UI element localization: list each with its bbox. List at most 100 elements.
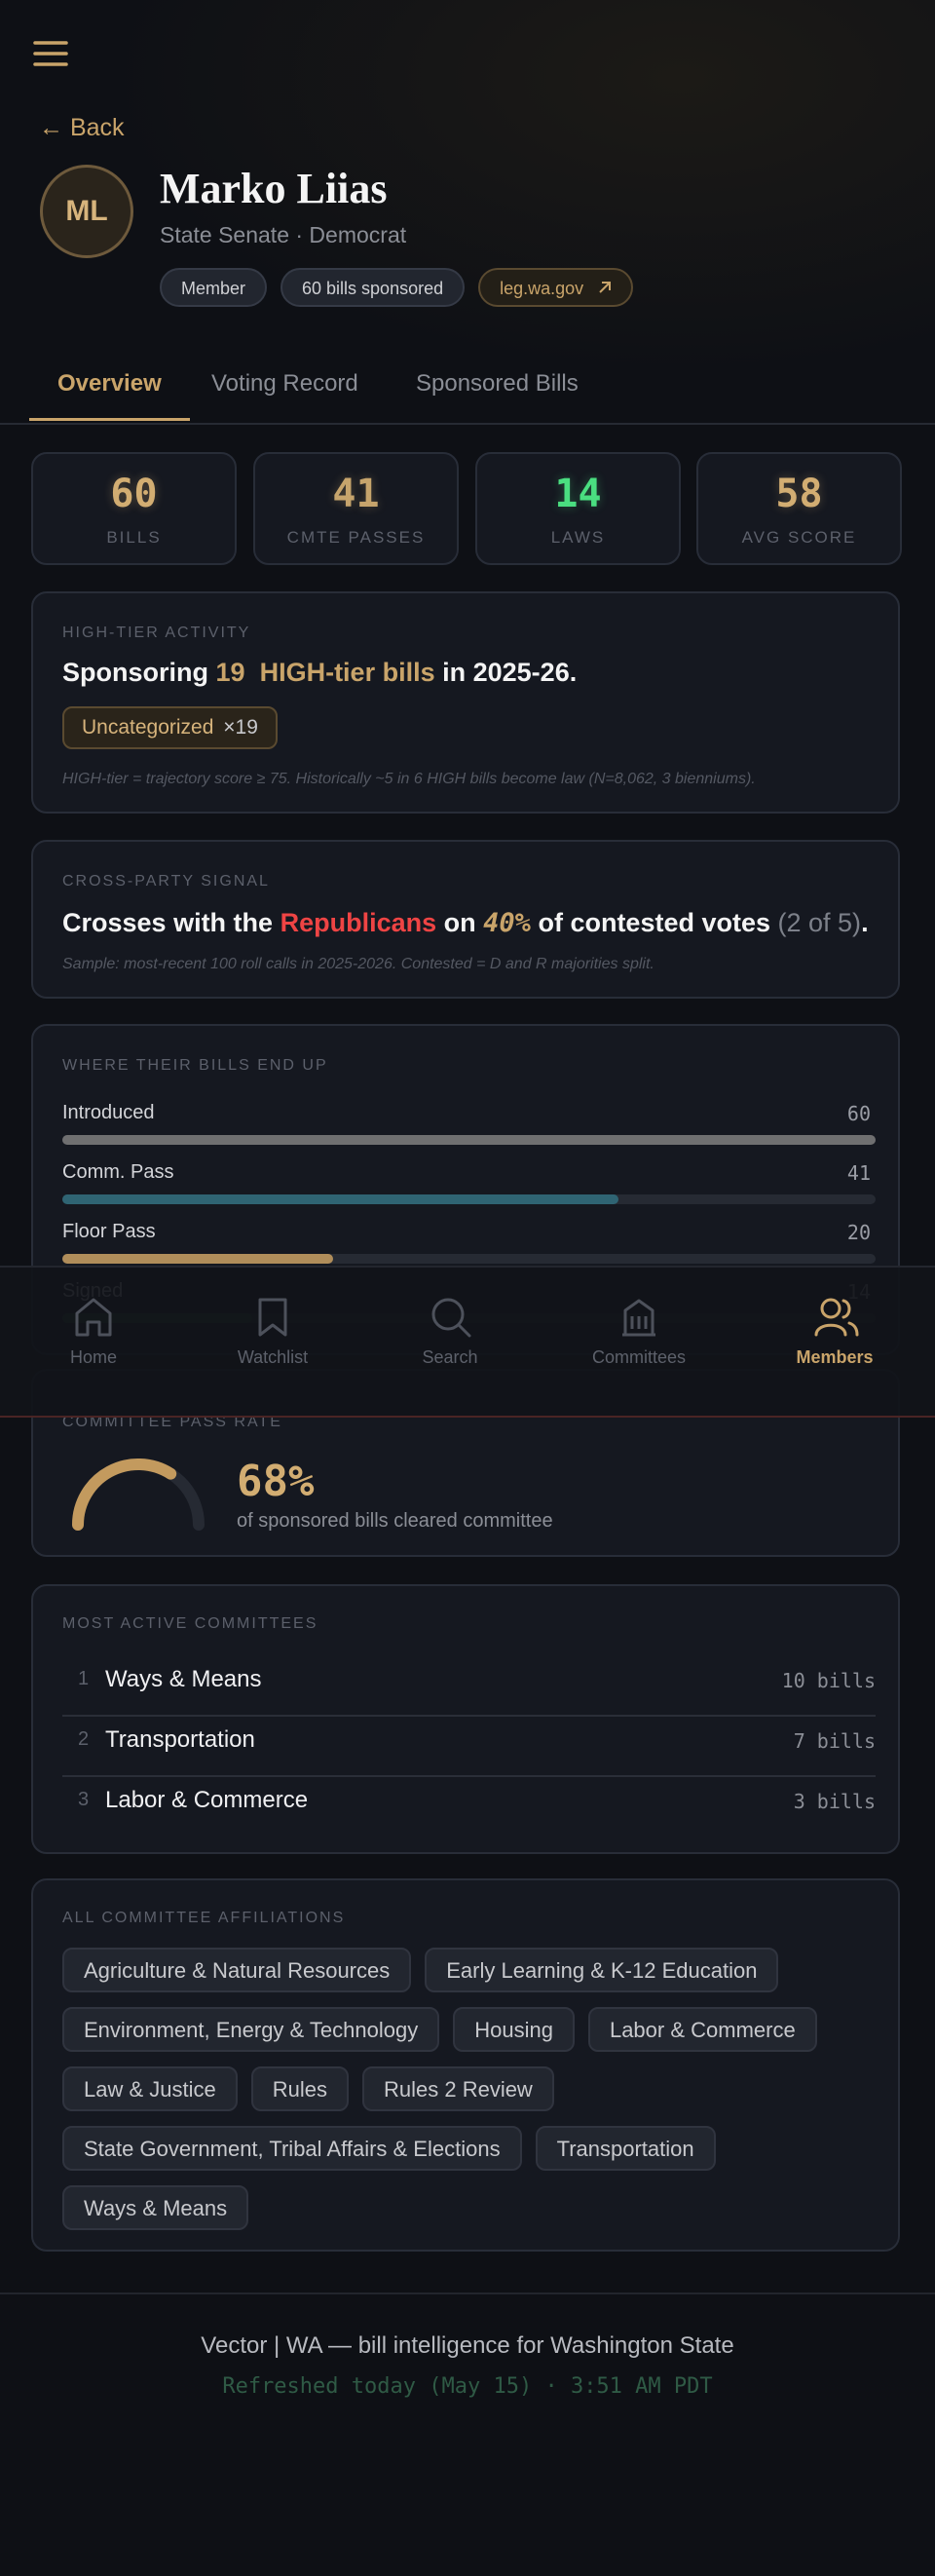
committee-row[interactable]: 2 Transportation 7 bills — [62, 1717, 876, 1777]
sample: (2 of 5) — [777, 908, 862, 937]
committee-chip[interactable]: Environment, Energy & Technology — [62, 2007, 440, 2052]
stage-value: 60 — [846, 1102, 871, 1125]
stage-label: Introduced — [62, 1102, 155, 1123]
card-label: CROSS-PARTY SIGNAL — [62, 873, 270, 890]
tab[interactable]: Overview — [29, 370, 190, 421]
chip-count: ×19 — [223, 716, 258, 739]
bill-count: 10 bills — [781, 1669, 876, 1692]
stage-bar — [62, 1135, 876, 1145]
member-subtitle: State Senate · Democrat — [160, 222, 407, 247]
watchlist-icon — [258, 1298, 287, 1337]
committee-chip[interactable]: Law & Justice — [62, 2066, 238, 2111]
text: of contested votes — [538, 908, 770, 937]
stage-value: 20 — [846, 1221, 871, 1244]
nav-label[interactable]: Search — [422, 1347, 478, 1367]
header-bg — [0, 0, 935, 429]
tab[interactable]: Voting Record — [211, 370, 358, 397]
stat-label: LAWS — [550, 528, 606, 547]
committee-chip[interactable]: Housing — [453, 2007, 575, 2052]
text: Crosses with the — [62, 908, 274, 937]
committee-chip[interactable]: Early Learning & K-12 Education — [425, 1948, 779, 1992]
chip-text: Uncategorized — [82, 716, 214, 739]
party: Republicans — [280, 908, 437, 937]
badges: Member 60 bills sponsored leg.wa.gov — [160, 268, 634, 307]
nav-label[interactable]: Members — [796, 1347, 874, 1367]
stat-card: 14 LAWS — [475, 452, 681, 565]
tab[interactable]: Sponsored Bills — [416, 370, 579, 397]
count: 19 — [215, 658, 245, 687]
menu-icon[interactable] — [33, 39, 68, 68]
avatar: ML — [40, 165, 133, 258]
tier: HIGH-tier bills — [259, 658, 435, 687]
pct: 40% — [483, 908, 531, 938]
nav-label[interactable]: Watchlist — [237, 1347, 309, 1367]
members-icon — [814, 1298, 859, 1337]
stage-track — [62, 1135, 876, 1145]
text: on — [443, 908, 476, 937]
committee-chip[interactable]: Rules 2 Review — [361, 2066, 554, 2111]
rank: 3 — [78, 1789, 90, 1810]
chip-list: Agriculture & Natural Resources Early Lea… — [62, 1948, 880, 2245]
gauge-track — [72, 1458, 205, 1531]
card-label: WHERE THEIR BILLS END UP — [62, 1057, 328, 1074]
member-name: Marko Liias — [160, 165, 388, 212]
stage-track — [62, 1194, 876, 1204]
back-link[interactable]: ← Back — [39, 114, 125, 141]
committee-name: Labor & Commerce — [105, 1787, 309, 1813]
committee-chip[interactable]: State Government, Tribal Affairs & Elect… — [62, 2126, 522, 2171]
stage-label: Floor Pass — [62, 1221, 156, 1242]
divider — [0, 2292, 935, 2294]
high-tier-sentence: Sponsoring 19 HIGH-tier bills in 2025-26… — [62, 658, 577, 688]
card-label: HIGH-TIER ACTIVITY — [62, 625, 251, 641]
committee-name: Ways & Means — [105, 1666, 262, 1692]
stat-card: 60 BILLS — [31, 452, 237, 565]
nav-label[interactable]: Committees — [591, 1347, 687, 1367]
pass-rate-value: 68% — [237, 1457, 315, 1506]
committee-chip[interactable]: Labor & Commerce — [587, 2007, 817, 2052]
bill-count: 7 bills — [793, 1729, 876, 1753]
text: in 2025-26. — [442, 658, 578, 687]
stat-value: 14 — [554, 472, 602, 516]
link-icon — [599, 282, 612, 293]
rank: 1 — [78, 1668, 90, 1689]
gauge-arc — [72, 1458, 177, 1531]
footer-refreshed: Refreshed today (May 15) · 3:51 AM PDT — [222, 2374, 713, 2399]
footer-tagline: Vector | WA — bill intelligence for Wash… — [201, 2332, 734, 2359]
stage-bar — [62, 1194, 618, 1204]
top-committees-card: MOST ACTIVE COMMITTEES 1 Ways & Means 10 b… — [31, 1584, 900, 1854]
stage-label: Comm. Pass — [62, 1161, 174, 1183]
committee-chip[interactable]: Rules — [250, 2066, 349, 2111]
card-label: MOST ACTIVE COMMITTEES — [62, 1615, 318, 1632]
stat-value: 58 — [775, 472, 823, 516]
bottom-nav: Home Watchlist Search Committees Members — [0, 1266, 935, 1418]
tab-bar: Overview Voting Record Sponsored Bills — [0, 370, 935, 425]
external-link[interactable]: leg.wa.gov — [478, 268, 634, 307]
stat-card: 58 AVG SCORE — [696, 452, 902, 565]
stage-bar — [62, 1254, 334, 1264]
category-chip[interactable]: Uncategorized ×19 — [62, 706, 278, 749]
high-tier-card: HIGH-TIER ACTIVITY Sponsoring 19 HIGH-ti… — [31, 591, 900, 814]
card-label: ALL COMMITTEE AFFILIATIONS — [62, 1910, 346, 1926]
committee-row[interactable]: 1 Ways & Means 10 bills — [62, 1656, 876, 1717]
home-icon — [75, 1298, 112, 1337]
committee-chip[interactable]: Ways & Means — [62, 2185, 249, 2230]
note: Sample: most-recent 100 roll calls in 20… — [62, 956, 654, 972]
stat-label: AVG SCORE — [741, 528, 857, 547]
note: HIGH-tier = trajectory score ≥ 75. Histo… — [62, 771, 756, 787]
committee-chip[interactable]: Agriculture & Natural Resources — [62, 1948, 412, 1992]
rank: 2 — [78, 1728, 90, 1750]
text: Sponsoring — [62, 658, 208, 687]
bill-count: 3 bills — [793, 1790, 876, 1813]
committees-icon — [622, 1299, 655, 1337]
stage-value: 41 — [846, 1161, 871, 1185]
stat-card: 41 CMTE PASSES — [253, 452, 459, 565]
gauge — [72, 1458, 205, 1531]
affiliations-card: ALL COMMITTEE AFFILIATIONS Agriculture &… — [31, 1878, 900, 2252]
committee-chip[interactable]: Transportation — [535, 2126, 716, 2171]
stat-value: 60 — [110, 472, 158, 516]
nav-label[interactable]: Home — [69, 1347, 117, 1367]
committee-name: Transportation — [105, 1726, 255, 1753]
committee-row[interactable]: 3 Labor & Commerce 3 bills — [62, 1777, 876, 1836]
link-text: leg.wa.gov — [500, 279, 584, 298]
